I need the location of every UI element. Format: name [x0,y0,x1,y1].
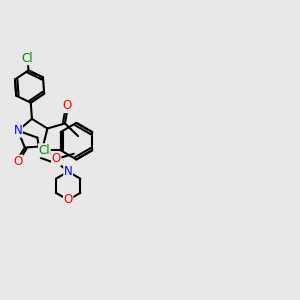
Text: Cl: Cl [39,144,50,157]
Text: O: O [14,155,23,168]
Text: O: O [64,194,73,206]
Text: N: N [64,165,73,178]
Text: O: O [63,100,72,112]
Text: Cl: Cl [22,52,33,64]
Text: O: O [52,152,61,165]
Text: N: N [14,124,22,137]
